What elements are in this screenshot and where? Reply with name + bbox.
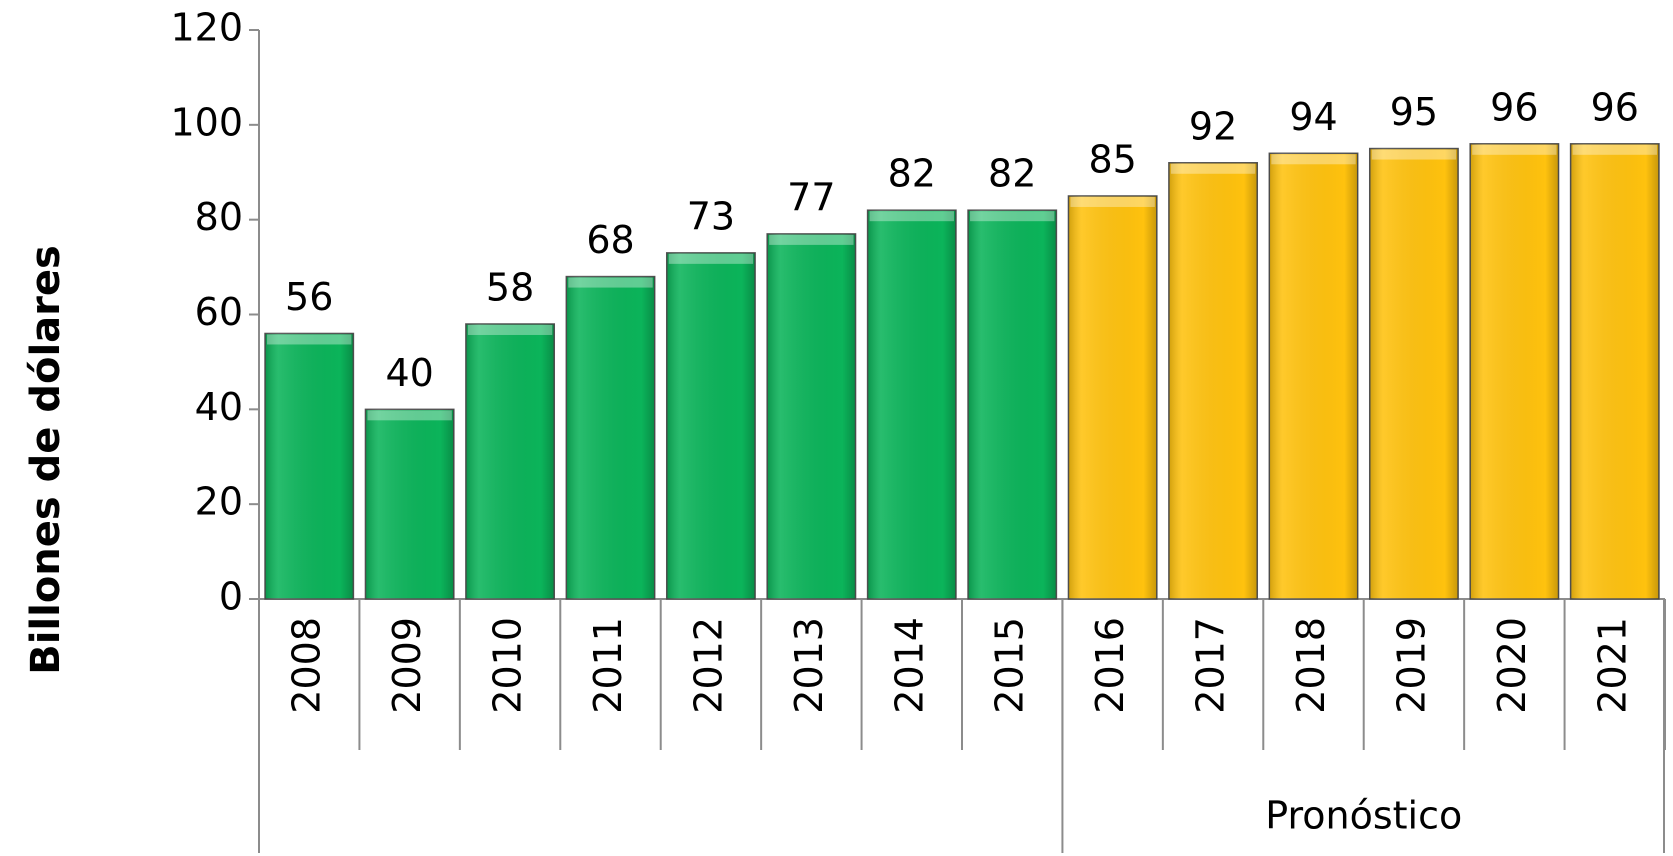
bar-shade [566,276,655,599]
group-label: Pronóstico [1265,794,1462,838]
value-label: 96 [1591,85,1639,129]
x-tick-label: 2012 [686,617,730,714]
bar-bevel [467,324,553,335]
x-tick-label: 2009 [385,617,429,714]
x-tick-label: 2014 [887,617,931,714]
y-tick-label: 20 [195,480,243,524]
bar-shade [968,210,1057,599]
x-tick-label: 2013 [787,617,831,714]
bar-bevel [267,334,352,345]
value-label: 56 [285,275,333,319]
value-label: 82 [888,152,936,196]
x-tick-label: 2018 [1289,617,1333,714]
bar-bevel [367,410,452,421]
bar-shade [1570,143,1659,600]
bar-shade [1068,195,1157,600]
value-label: 77 [787,175,835,219]
bar-bevel [1170,163,1256,174]
x-tick-label: 2020 [1490,617,1534,714]
y-tick-label: 100 [170,100,243,144]
bar-shade [1470,143,1559,600]
y-tick-label: 60 [195,290,243,334]
bar-bevel [769,234,854,245]
x-tick-label: 2017 [1189,617,1233,714]
value-label: 95 [1390,90,1438,134]
bar-bevel [1371,149,1457,160]
value-label: 58 [486,265,534,309]
x-tick-label: 2015 [988,617,1032,714]
y-tick-label: 120 [170,6,243,50]
bar-bevel [970,211,1055,222]
bar-bevel [1070,196,1155,207]
bar-shade [1168,162,1258,599]
value-label: 82 [988,152,1036,196]
bar-bevel [869,211,954,222]
bar-shade [767,233,856,599]
value-label: 96 [1490,85,1538,129]
y-axis-label: Billones de dólares [23,245,69,675]
bar-shade [365,409,454,599]
bar-bevel [1572,144,1657,155]
y-tick-label: 80 [195,195,243,239]
bar-shade [1369,148,1459,599]
value-label: 73 [687,194,735,238]
bar-bevel [1271,154,1356,165]
value-label: 68 [586,218,634,262]
x-tick-label: 2010 [486,617,530,714]
bar-bevel [568,277,653,288]
bar-bevel [1472,144,1557,155]
bar-shade [465,323,555,599]
y-tick-label: 0 [219,575,243,619]
value-label: 40 [385,351,433,395]
bar-shade [666,252,756,599]
value-label: 85 [1088,137,1136,181]
bar-shade [265,333,354,599]
x-tick-label: 2016 [1088,617,1132,714]
x-tick-label: 2019 [1389,617,1433,714]
value-label: 94 [1289,95,1337,139]
bar-bevel [668,253,754,264]
value-label: 92 [1189,104,1237,148]
x-tick-label: 2008 [285,617,329,714]
bar-shade [1269,153,1358,600]
x-tick-label: 2011 [586,617,630,714]
x-tick-label: 2021 [1590,617,1634,714]
y-tick-label: 40 [195,385,243,429]
bar-shade [867,210,956,599]
